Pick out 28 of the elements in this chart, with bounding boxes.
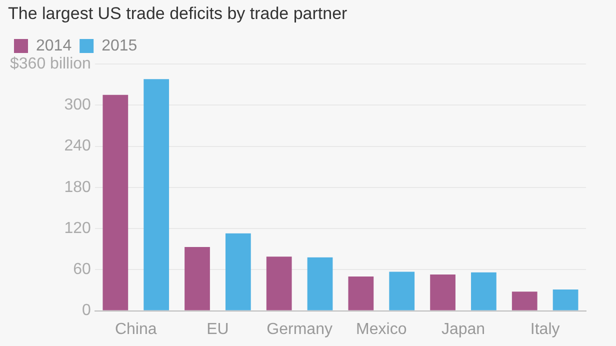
y-tick-label: 120 (64, 220, 92, 237)
bar (512, 292, 538, 310)
bar (471, 272, 496, 310)
legend-label: 2015 (102, 37, 138, 54)
bar (266, 256, 292, 310)
x-tick-label: Italy (530, 320, 560, 338)
bar (225, 233, 251, 310)
y-tick-label: 300 (64, 96, 92, 114)
x-tick-label: Mexico (356, 320, 407, 338)
y-tick-label: $360 billion (10, 55, 91, 72)
x-tick-label: EU (206, 320, 229, 338)
bar (552, 290, 578, 310)
y-tick-label: 180 (64, 178, 92, 196)
y-tick-label: 0 (82, 302, 92, 320)
legend-label: 2014 (36, 37, 72, 54)
bar (102, 94, 128, 310)
bar (430, 274, 456, 310)
y-tick-label: 240 (64, 138, 92, 155)
bar (348, 276, 374, 310)
chart-title: The largest US trade deficits by trade partner (8, 4, 348, 24)
bar (144, 79, 170, 310)
y-tick-label: 60 (73, 261, 92, 278)
x-tick-label: Germany (266, 320, 332, 338)
x-tick-label: Japan (441, 320, 486, 338)
bar (389, 272, 415, 310)
bar (307, 257, 333, 310)
x-tick-label: China (114, 320, 157, 338)
bar (184, 247, 210, 310)
